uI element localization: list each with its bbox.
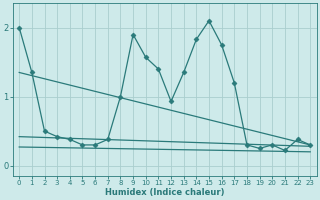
X-axis label: Humidex (Indice chaleur): Humidex (Indice chaleur) [105, 188, 224, 197]
